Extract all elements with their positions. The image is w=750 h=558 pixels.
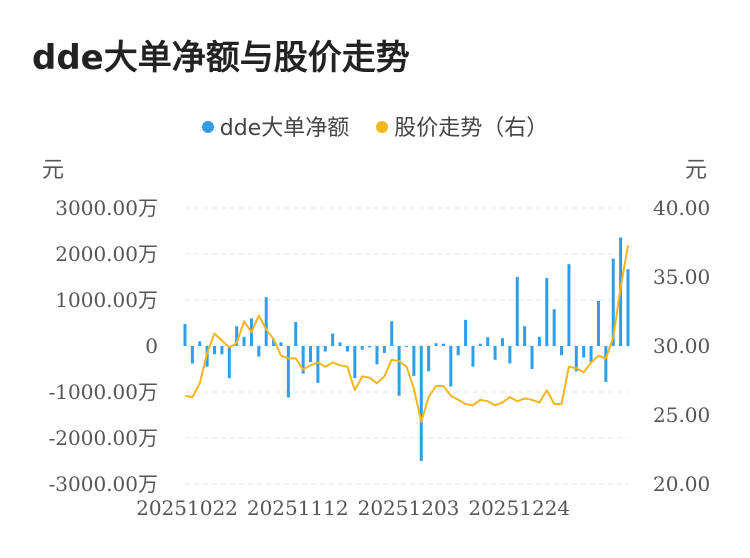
x-tick-label: 20251112	[247, 496, 349, 520]
bar-mark[interactable]	[382, 346, 386, 353]
left-tick-label: 2000.00万	[55, 242, 158, 266]
bar-mark[interactable]	[441, 343, 445, 346]
bar-mark[interactable]	[493, 346, 497, 360]
bar-mark[interactable]	[604, 346, 608, 382]
bar-mark[interactable]	[626, 269, 630, 346]
left-tick-label: 1000.00万	[55, 288, 158, 312]
bar-mark[interactable]	[552, 309, 556, 346]
bar-mark[interactable]	[272, 339, 276, 346]
bar-mark[interactable]	[294, 322, 298, 346]
bar-mark[interactable]	[368, 346, 372, 348]
right-axis-ticks: 40.00 35.00 30.00 25.00 20.00	[653, 196, 710, 496]
bar-mark[interactable]	[242, 336, 246, 346]
x-axis-ticks: 20251022 20251112 20251203 20251224	[136, 496, 570, 520]
price-line[interactable]	[184, 245, 629, 423]
bar-mark[interactable]	[397, 346, 401, 396]
legend-dot-icon	[201, 121, 214, 133]
bar-mark[interactable]	[345, 346, 349, 352]
legend-item-bar[interactable]: dde大单净额	[201, 110, 350, 142]
bar-mark[interactable]	[190, 346, 194, 364]
bar-mark[interactable]	[309, 346, 313, 363]
bar-mark[interactable]	[478, 343, 482, 346]
left-tick-label: -1000.00万	[49, 380, 158, 404]
bar-mark[interactable]	[449, 346, 453, 387]
bar-mark[interactable]	[530, 346, 534, 369]
bar-mark[interactable]	[183, 323, 187, 346]
bar-mark[interactable]	[427, 346, 431, 372]
bar-mark[interactable]	[198, 341, 202, 346]
bar-mark[interactable]	[456, 346, 460, 356]
bar-mark[interactable]	[596, 300, 600, 346]
right-tick-label: 35.00	[653, 265, 710, 289]
left-tick-label: 3000.00万	[55, 196, 158, 220]
right-tick-label: 20.00	[653, 472, 710, 496]
bar-mark[interactable]	[279, 342, 283, 346]
bar-mark[interactable]	[560, 346, 564, 356]
bar-mark[interactable]	[264, 297, 268, 346]
right-tick-label: 25.00	[653, 403, 710, 427]
bar-mark[interactable]	[405, 346, 408, 347]
bar-mark[interactable]	[545, 277, 549, 346]
bar-series	[183, 237, 630, 461]
left-axis-ticks: 3000.00万 2000.00万 1000.00万 0 -1000.00万 -2000.…	[49, 196, 158, 496]
bar-mark[interactable]	[508, 346, 512, 364]
bar-mark[interactable]	[567, 264, 571, 346]
bar-mark[interactable]	[338, 342, 342, 346]
bar-mark[interactable]	[316, 346, 320, 383]
bar-mark[interactable]	[419, 346, 423, 461]
left-axis-unit: 元	[42, 158, 64, 183]
bar-mark[interactable]	[471, 346, 475, 367]
bar-mark[interactable]	[227, 346, 231, 379]
bar-mark[interactable]	[331, 333, 335, 346]
bar-mark[interactable]	[301, 346, 305, 374]
legend-label-line: 股价走势（右）	[394, 116, 549, 141]
legend-item-line[interactable]: 股价走势（右）	[376, 110, 548, 142]
legend: dde大单净额 股价走势（右）	[0, 110, 750, 142]
x-tick-label: 20251224	[468, 496, 570, 520]
left-tick-label: -2000.00万	[49, 426, 158, 450]
bar-mark[interactable]	[434, 343, 438, 346]
bar-mark[interactable]	[360, 346, 364, 350]
left-tick-label: -3000.00万	[49, 472, 158, 496]
bar-mark[interactable]	[323, 346, 327, 352]
bar-mark[interactable]	[390, 321, 394, 346]
bar-mark[interactable]	[353, 346, 357, 379]
legend-label-bar: dde大单净额	[219, 116, 350, 141]
bar-mark[interactable]	[412, 346, 416, 376]
bar-mark[interactable]	[537, 336, 541, 346]
bar-mark[interactable]	[523, 326, 527, 346]
bar-mark[interactable]	[574, 346, 578, 372]
bar-mark[interactable]	[611, 258, 615, 346]
bar-mark[interactable]	[375, 346, 379, 365]
bar-mark[interactable]	[220, 346, 224, 355]
bar-mark[interactable]	[515, 277, 519, 346]
left-tick-label: 0	[145, 334, 158, 358]
bar-mark[interactable]	[257, 346, 261, 357]
chart-title: dde大单净额与股价走势	[32, 38, 410, 78]
x-tick-label: 20251022	[136, 496, 238, 520]
bar-mark[interactable]	[486, 337, 490, 346]
bar-mark[interactable]	[286, 346, 290, 398]
bar-mark[interactable]	[500, 338, 504, 346]
legend-dot-icon	[376, 121, 389, 133]
x-tick-label: 20251203	[358, 496, 460, 520]
bar-mark[interactable]	[589, 346, 593, 363]
right-tick-label: 30.00	[653, 334, 710, 358]
bar-mark[interactable]	[582, 346, 586, 358]
line-series	[184, 245, 629, 423]
bar-mark[interactable]	[235, 326, 239, 346]
right-axis-unit: 元	[685, 158, 707, 183]
bar-mark[interactable]	[213, 346, 217, 355]
bar-mark[interactable]	[464, 319, 468, 346]
right-tick-label: 40.00	[653, 196, 710, 220]
